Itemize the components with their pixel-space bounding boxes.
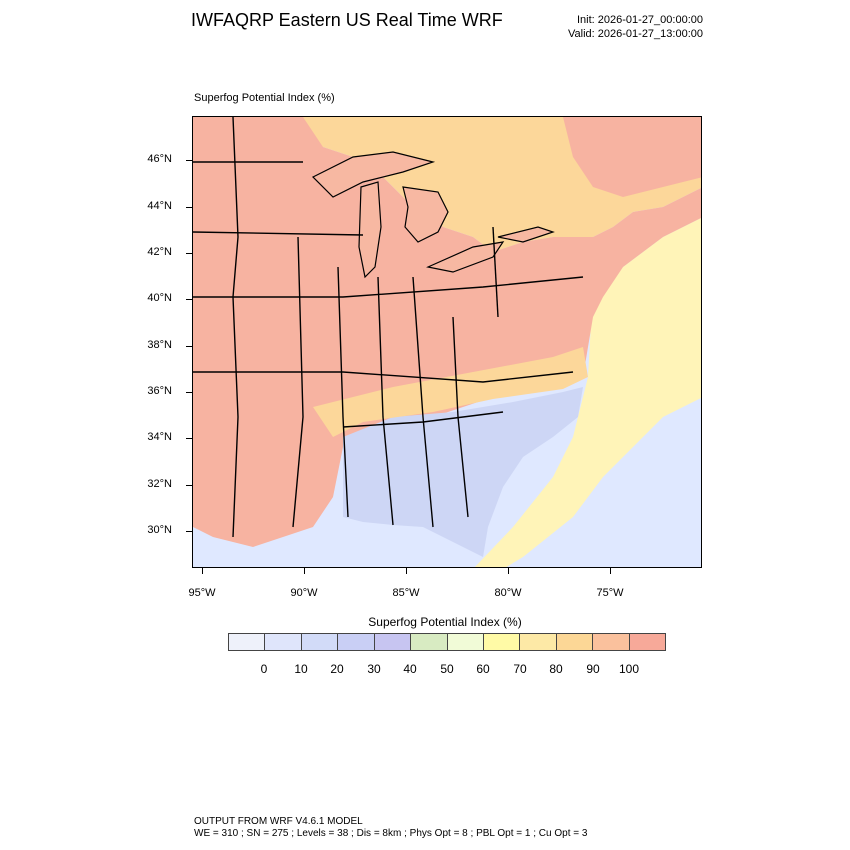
lake-michigan: [358, 181, 382, 279]
lake-superior: [311, 151, 436, 198]
colorbar-tick-label: 60: [476, 662, 490, 676]
lat-label-42: 42°N: [147, 246, 172, 258]
lat-label-32: 32°N: [147, 478, 172, 490]
lat-tick: [186, 531, 192, 532]
colorbar-tick-label: 70: [513, 662, 527, 676]
lat-label-30: 30°N: [147, 524, 172, 536]
colorbar-swatch: [301, 634, 339, 650]
colorbar-tick-label: 50: [440, 662, 454, 676]
lon-label-80: 80°W: [494, 587, 522, 599]
lat-tick: [186, 438, 192, 439]
colorbar-tick-label: 30: [367, 662, 381, 676]
lon-tick: [202, 568, 203, 574]
colorbar-tick-label: 100: [618, 662, 640, 676]
colorbar-swatch: [520, 634, 557, 650]
lat-tick: [186, 485, 192, 486]
colorbar-title: Superfog Potential Index (%): [368, 615, 522, 629]
colorbar-swatch: [265, 634, 302, 650]
colorbar-tick-label: 90: [586, 662, 600, 676]
map-canvas: [193, 117, 701, 567]
colorbar-tick-label: 80: [549, 662, 563, 676]
lon-label-85: 85°W: [392, 587, 420, 599]
lon-tick: [304, 568, 305, 574]
colorbar: [228, 633, 666, 651]
init-time: Init: 2026-01-27_00:00:00: [577, 14, 703, 26]
lat-label-46: 46°N: [147, 153, 172, 165]
map-title: IWFAQRP Eastern US Real Time WRF: [191, 10, 503, 30]
canada-warm-region: [563, 117, 701, 197]
lat-tick: [186, 160, 192, 161]
lake-huron: [402, 186, 449, 243]
lat-label-36: 36°N: [147, 385, 172, 397]
map-panel: [192, 116, 702, 568]
colorbar-swatch: [229, 634, 266, 650]
lat-label-44: 44°N: [147, 200, 172, 212]
lat-label-40: 40°N: [147, 292, 172, 304]
colorbar-swatch: [556, 634, 594, 650]
lon-tick: [508, 568, 509, 574]
lon-label-90: 90°W: [290, 587, 318, 599]
lat-tick: [186, 392, 192, 393]
lat-tick: [186, 207, 192, 208]
model-settings: WE = 310 ; SN = 275 ; Levels = 38 ; Dis …: [194, 828, 588, 839]
lon-label-75: 75°W: [596, 587, 624, 599]
lon-tick: [610, 568, 611, 574]
us-land-transition: [313, 347, 588, 437]
valid-time: Valid: 2026-01-27_13:00:00: [568, 28, 703, 40]
state-borders: [193, 117, 584, 538]
colorbar-swatch: [411, 634, 448, 650]
us-land-north: [193, 117, 701, 547]
ocean-warm-band: [474, 218, 701, 567]
lake-erie: [426, 241, 505, 273]
colorbar-swatch: [629, 634, 666, 650]
colorbar-swatch: [338, 634, 375, 650]
colorbar-swatch: [374, 634, 412, 650]
lat-label-38: 38°N: [147, 339, 172, 351]
lat-tick: [186, 299, 192, 300]
colorbar-swatch: [447, 634, 484, 650]
lake-ontario: [497, 226, 555, 243]
colorbar-swatch: [483, 634, 521, 650]
colorbar-swatch: [593, 634, 630, 650]
model-info: OUTPUT FROM WRF V4.6.1 MODEL: [194, 816, 363, 827]
lat-tick: [186, 346, 192, 347]
lon-tick: [406, 568, 407, 574]
lat-label-34: 34°N: [147, 431, 172, 443]
field-label: Superfog Potential Index (%): [194, 92, 335, 104]
lat-tick: [186, 253, 192, 254]
lon-label-95: 95°W: [188, 587, 216, 599]
colorbar-tick-label: 40: [403, 662, 417, 676]
colorbar-tick-label: 10: [294, 662, 308, 676]
colorbar-tick-label: 0: [260, 662, 268, 676]
colorbar-tick-label: 20: [330, 662, 344, 676]
